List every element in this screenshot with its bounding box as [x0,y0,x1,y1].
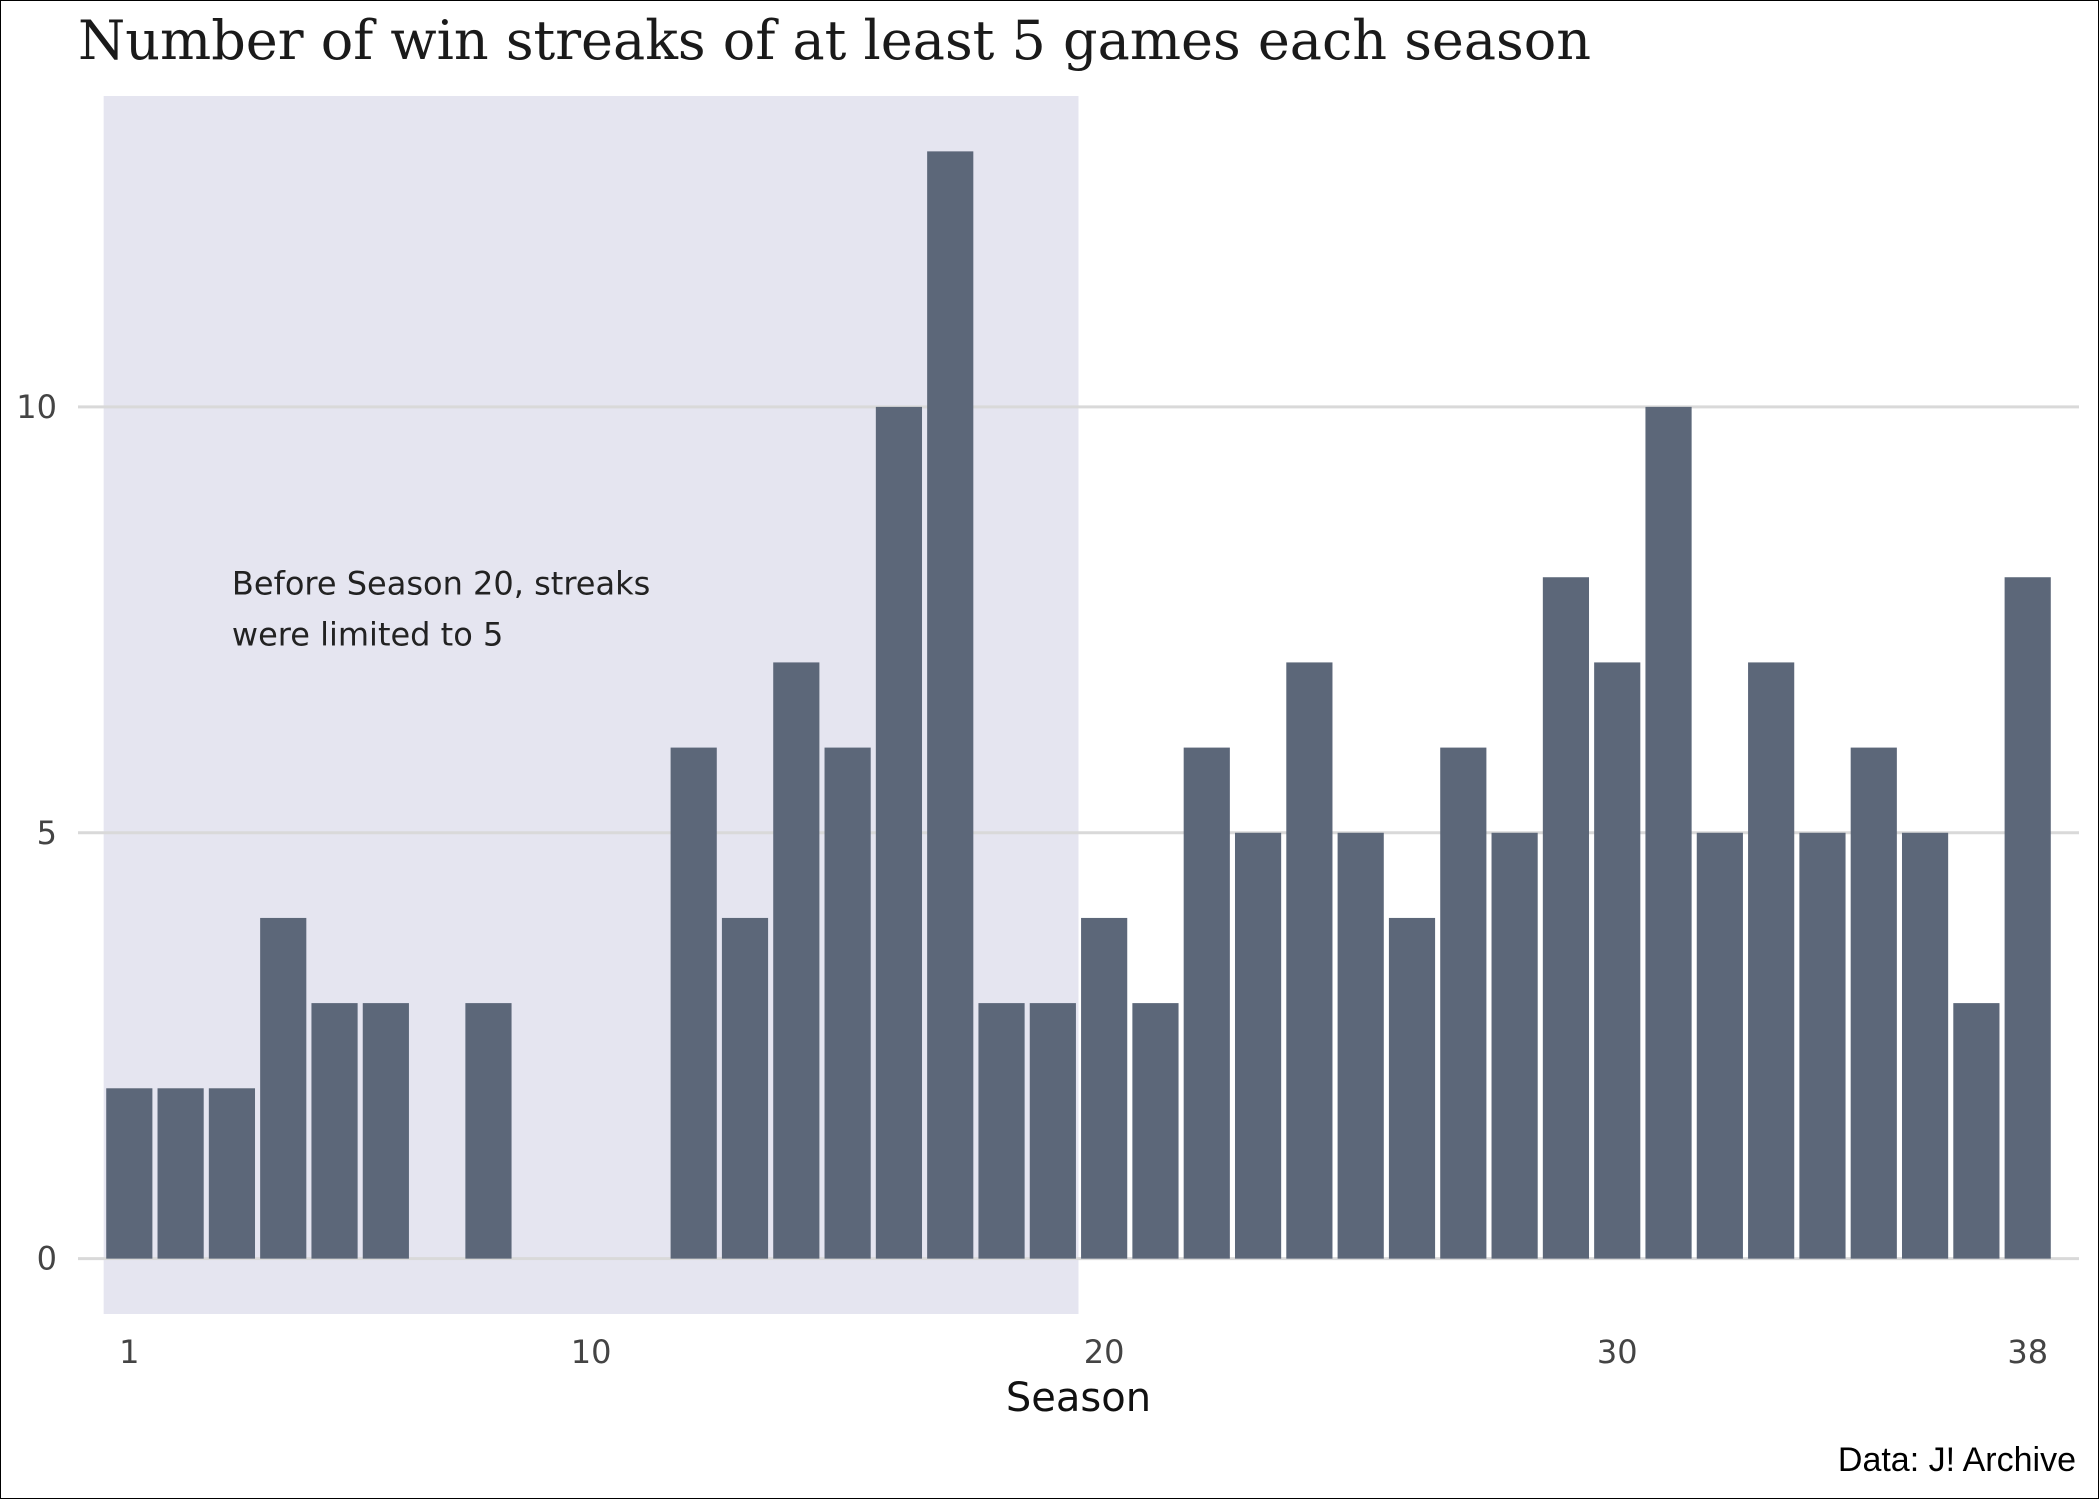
bar-season-23 [1234,832,1282,1259]
bar-season-38 [2004,577,2051,1259]
y-axis: 0 5 10 [16,388,57,1278]
bar-season-3 [208,1088,256,1259]
bar-season-8 [465,1003,512,1259]
annotation: Before Season 20, streaks were limited to… [232,564,650,653]
bar-season-26 [1388,917,1436,1259]
bar-season-35 [1850,747,1897,1259]
bar-season-18 [978,1003,1025,1259]
bar-season-31 [1645,406,1692,1259]
y-tick-label: 5 [37,814,57,852]
x-tick-label: 1 [119,1333,139,1371]
gridlines [78,405,2079,1261]
bar-season-36 [1901,832,1949,1259]
bar-season-20 [1081,917,1128,1259]
bar-season-37 [1953,1003,2000,1259]
bar-season-12 [670,747,717,1259]
bar-season-4 [260,917,307,1259]
annotation-line: Before Season 20, streaks [232,564,650,602]
x-tick-label: 10 [571,1333,612,1371]
y-tick-label: 0 [37,1240,57,1278]
bar-season-15 [824,747,871,1259]
x-tick-label: 38 [2007,1333,2048,1371]
bar-season-14 [773,662,820,1259]
bar-season-33 [1748,662,1795,1259]
bar-season-32 [1696,832,1743,1259]
x-axis: 1 10 20 30 38 [119,1333,2048,1371]
y-tick-label: 10 [16,388,57,426]
bar-season-29 [1542,577,1590,1259]
bar-season-1 [106,1088,153,1259]
bar-season-19 [1029,1003,1076,1259]
data-source-caption: Data: J! Archive [1837,1441,2076,1479]
chart-title: Number of win streaks of at least 5 game… [78,9,1592,72]
bar-season-25 [1337,832,1384,1259]
bar-season-34 [1799,832,1846,1259]
bar-season-27 [1440,747,1487,1259]
bar-season-13 [721,917,769,1259]
bar-season-30 [1594,662,1641,1259]
annotation-line: were limited to 5 [232,615,503,653]
bar-season-17 [927,151,974,1259]
bar-season-2 [157,1088,204,1259]
x-axis-title: Season [1006,1375,1151,1421]
bars [106,151,2051,1259]
bar-season-6 [362,1003,409,1259]
bar-season-5 [311,1003,358,1259]
x-tick-label: 30 [1597,1333,1638,1371]
bar-season-16 [875,406,923,1259]
bar-season-24 [1286,662,1333,1259]
bar-season-21 [1132,1003,1179,1259]
bar-season-28 [1491,832,1538,1259]
x-tick-label: 20 [1084,1333,1125,1371]
bar-season-22 [1183,747,1230,1259]
